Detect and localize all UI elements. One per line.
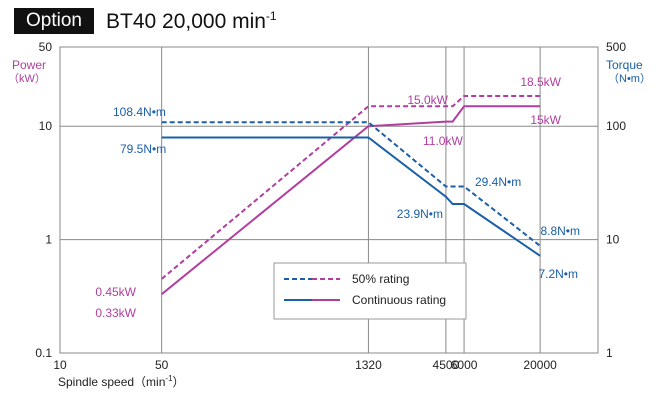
series-line-power-solid xyxy=(161,105,541,295)
x-tick-label: 4500 xyxy=(433,358,460,372)
data-label: 29.4N•m xyxy=(475,175,521,189)
y-right-tick-label: 500 xyxy=(606,40,626,54)
legend-label: 50% rating xyxy=(352,272,409,286)
y-left-tick-label: 0.1 xyxy=(35,346,52,360)
chart-title: BT40 20,000 min-1 xyxy=(106,9,277,34)
y-left-tick-label: 10 xyxy=(39,119,53,133)
data-label: 8.8N•m xyxy=(540,224,580,238)
y-right-tick-label: 100 xyxy=(606,119,626,133)
y-left-axis-title: Power xyxy=(12,58,46,72)
x-tick-label: 1320 xyxy=(355,358,382,372)
data-label: 108.4N•m xyxy=(113,105,166,119)
y-right-axis-title: Torque xyxy=(606,58,643,72)
chart-title-sup: -1 xyxy=(265,8,277,23)
legend: 50% rating Continuous rating xyxy=(273,262,467,320)
series-lines xyxy=(161,95,541,295)
data-label: 15.0kW xyxy=(407,93,448,107)
data-label: 11.0kW xyxy=(423,134,463,148)
series-line-torque-dashed xyxy=(161,121,541,247)
data-label: 18.5kW xyxy=(520,75,561,89)
y-right-axis-unit: （N•m） xyxy=(608,72,651,85)
chart-title-text: BT40 20,000 min xyxy=(105,9,266,33)
legend-label: Continuous rating xyxy=(352,293,446,307)
x-axis-title: Spindle speed（min-1） xyxy=(58,374,185,389)
data-label: 7.2N•m xyxy=(538,267,578,281)
x-tick-label: 10 xyxy=(53,358,67,372)
data-label: 23.9N•m xyxy=(397,207,443,221)
y-left-tick-label: 1 xyxy=(45,233,52,247)
data-label: 0.45kW xyxy=(95,285,136,299)
plot-frame xyxy=(59,46,599,354)
series-line-torque-solid xyxy=(161,136,541,257)
option-badge: Option xyxy=(14,8,94,34)
series-line-power-dashed xyxy=(161,95,541,280)
legend-box xyxy=(273,262,467,320)
data-label: 0.33kW xyxy=(95,306,136,320)
y-right-tick-label: 10 xyxy=(606,233,620,247)
x-tick-label: 6000 xyxy=(451,358,478,372)
x-axis-title-sup: -1 xyxy=(165,374,173,383)
x-tick-label: 50 xyxy=(155,358,169,372)
x-axis-title-main: Spindle speed（min xyxy=(58,375,165,389)
chart-header: Option BT40 20,000 min-1 xyxy=(14,8,277,34)
y-right-tick-label: 1 xyxy=(606,346,613,360)
y-left-axis-unit: （kW） xyxy=(8,72,46,85)
y-left-tick-label: 50 xyxy=(39,40,53,54)
data-label: 15kW xyxy=(530,113,561,127)
x-tick-label: 20000 xyxy=(523,358,557,372)
data-label: 79.5N•m xyxy=(120,142,166,156)
x-axis-title-end: ） xyxy=(173,375,185,389)
